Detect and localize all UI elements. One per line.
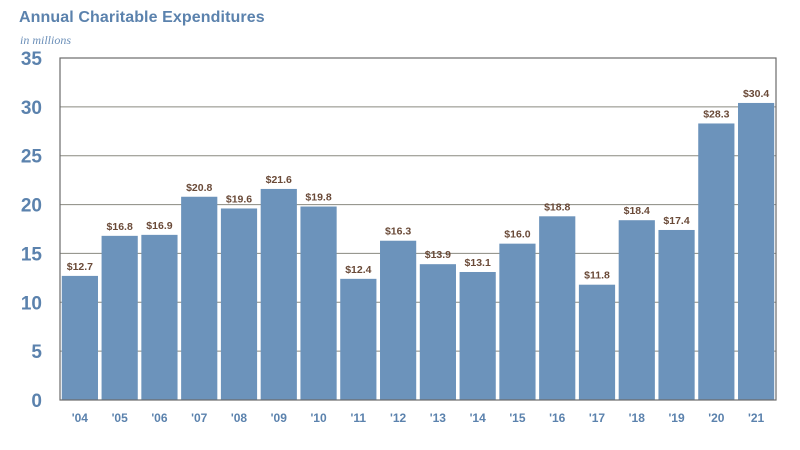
x-tick-label: '13 xyxy=(430,411,447,425)
data-label: $17.4 xyxy=(663,215,689,227)
bar xyxy=(419,264,456,400)
bar xyxy=(738,102,775,400)
x-tick-label: '20 xyxy=(708,411,725,425)
x-tick-label: '04 xyxy=(72,411,89,425)
x-tick-label: '12 xyxy=(390,411,407,425)
bar xyxy=(658,229,695,400)
y-tick-label: 20 xyxy=(21,196,42,217)
bar xyxy=(141,234,178,400)
data-label: $18.8 xyxy=(544,201,570,213)
bar xyxy=(300,206,337,400)
x-tick-label: '14 xyxy=(470,411,487,425)
data-label: $13.1 xyxy=(465,257,491,269)
x-tick-label: '08 xyxy=(231,411,248,425)
gridlines xyxy=(60,106,776,352)
bars xyxy=(61,102,775,401)
data-label: $11.8 xyxy=(584,270,610,282)
data-label: $20.8 xyxy=(186,182,212,194)
data-label: $30.4 xyxy=(743,88,769,100)
bar xyxy=(499,243,536,400)
plot-frame xyxy=(59,57,777,401)
x-tick-label: '11 xyxy=(351,411,367,425)
data-label: $21.6 xyxy=(266,174,292,186)
data-label: $18.4 xyxy=(624,205,650,217)
data-label: $19.6 xyxy=(226,193,252,205)
y-tick-label: 0 xyxy=(31,391,42,412)
y-tick-label: 35 xyxy=(21,49,43,70)
y-tick-label: 15 xyxy=(21,244,43,265)
bar xyxy=(61,275,98,400)
y-tick-label: 5 xyxy=(31,342,42,363)
bar xyxy=(340,278,377,400)
chart-title: Annual Charitable Expenditures xyxy=(19,9,265,26)
data-label: $16.3 xyxy=(385,226,411,238)
data-label: $16.0 xyxy=(504,229,530,241)
y-tick-label: 30 xyxy=(21,98,42,119)
bar xyxy=(101,235,138,400)
x-axis-ticks: '04 '05 '06 '07 '08 '09 '10 '11 '12 '13 '14 '15 '16 '… xyxy=(72,411,765,425)
x-tick-label: '18 xyxy=(629,411,646,425)
bar xyxy=(260,188,297,400)
bar xyxy=(459,271,496,400)
bar xyxy=(618,220,655,400)
bar xyxy=(181,196,218,400)
bar xyxy=(220,208,258,400)
x-tick-label: '07 xyxy=(191,411,208,425)
x-tick-label: '10 xyxy=(310,411,327,425)
x-tick-label: '16 xyxy=(549,411,566,425)
data-label: $12.4 xyxy=(345,264,371,276)
x-tick-label: '19 xyxy=(668,411,685,425)
data-label: $16.9 xyxy=(146,220,172,232)
x-tick-label: '15 xyxy=(509,411,526,425)
x-tick-label: '21 xyxy=(748,411,765,425)
data-label: $28.3 xyxy=(703,108,729,120)
bar xyxy=(539,216,576,400)
data-label: $12.7 xyxy=(67,261,93,273)
chart-subtitle: in millions xyxy=(20,33,72,47)
x-tick-label: '17 xyxy=(589,411,606,425)
x-tick-label: '06 xyxy=(151,411,168,425)
y-tick-label: 10 xyxy=(21,293,42,314)
bar xyxy=(380,240,417,400)
bar xyxy=(578,284,616,400)
plot-border xyxy=(59,57,777,401)
data-label: $16.8 xyxy=(107,221,133,233)
data-label: $19.8 xyxy=(305,192,331,204)
data-label: $13.9 xyxy=(425,249,451,261)
x-tick-label: '05 xyxy=(112,411,129,425)
y-tick-label: 25 xyxy=(21,147,43,168)
x-tick-label: '09 xyxy=(271,411,288,425)
y-axis-ticks: 0 5 10 15 20 25 30 35 xyxy=(21,49,43,412)
bar xyxy=(698,123,735,401)
data-labels: $12.7 $16.8 $16.9 $20.8 $19.6 $21.6 $19.8 $12.4… xyxy=(67,88,770,282)
